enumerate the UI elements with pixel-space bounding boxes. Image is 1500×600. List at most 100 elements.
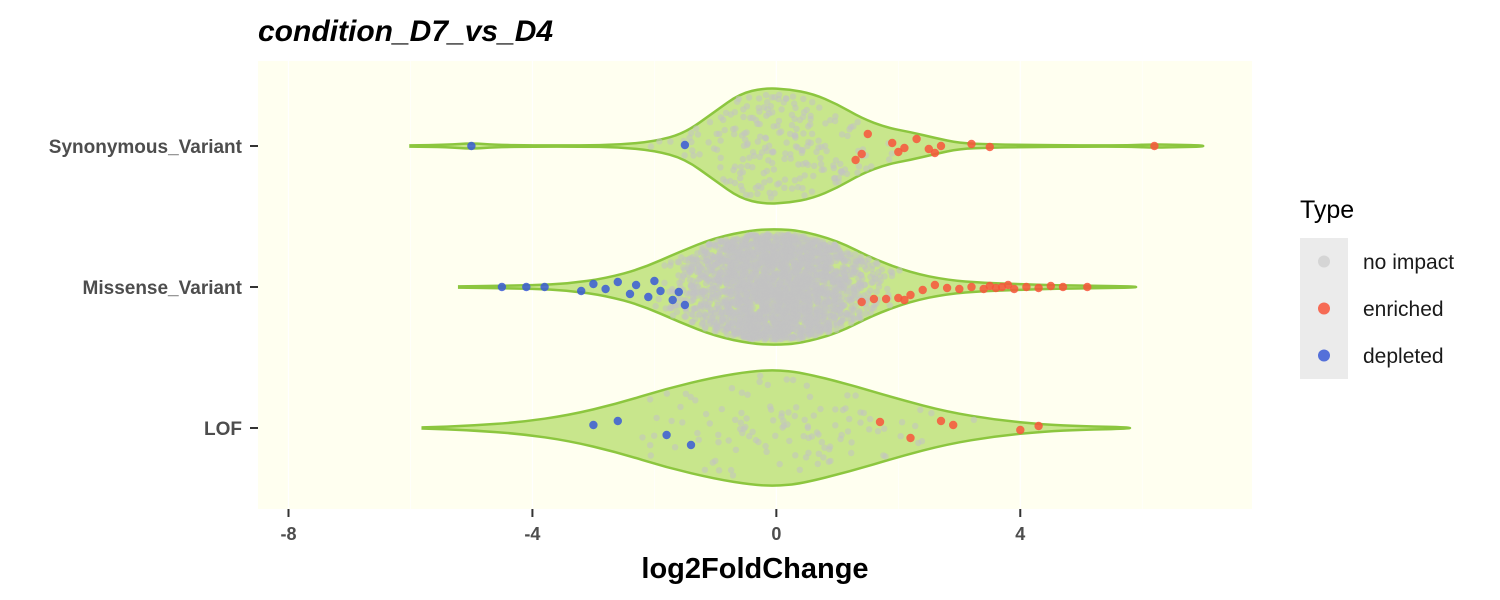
point-no-impact bbox=[780, 417, 787, 424]
point-no-impact bbox=[777, 313, 785, 320]
point-no-impact bbox=[800, 95, 807, 103]
point-no-impact bbox=[803, 106, 810, 114]
point-no-impact bbox=[746, 154, 753, 161]
point-no-impact bbox=[735, 95, 742, 103]
point-depleted bbox=[577, 286, 586, 296]
point-no-impact bbox=[671, 444, 679, 451]
point-no-impact bbox=[846, 415, 853, 423]
point-no-impact bbox=[888, 272, 896, 280]
point-no-impact bbox=[796, 466, 803, 473]
point-enriched bbox=[881, 294, 891, 304]
point-no-impact bbox=[866, 415, 874, 423]
point-no-impact bbox=[791, 177, 799, 184]
point-no-impact bbox=[717, 154, 724, 161]
point-no-impact bbox=[848, 439, 855, 446]
point-no-impact bbox=[792, 104, 799, 112]
point-no-impact bbox=[912, 422, 919, 430]
point-no-impact bbox=[770, 255, 777, 262]
point-no-impact bbox=[816, 104, 823, 111]
point-no-impact bbox=[764, 99, 771, 106]
point-depleted bbox=[662, 430, 671, 440]
point-enriched bbox=[857, 149, 866, 159]
point-no-impact bbox=[768, 287, 775, 294]
point-no-impact bbox=[686, 134, 693, 141]
point-no-impact bbox=[868, 163, 875, 170]
point-no-impact bbox=[694, 429, 701, 437]
point-no-impact bbox=[735, 254, 742, 261]
point-no-impact bbox=[798, 146, 805, 154]
point-no-impact bbox=[831, 315, 839, 322]
point-no-impact bbox=[682, 313, 689, 320]
point-no-impact bbox=[804, 243, 811, 250]
point-enriched bbox=[900, 143, 909, 153]
point-no-impact bbox=[749, 330, 757, 337]
point-enriched bbox=[930, 280, 940, 290]
point-no-impact bbox=[792, 143, 800, 150]
point-no-impact bbox=[719, 317, 726, 324]
point-no-impact bbox=[705, 139, 712, 146]
point-enriched bbox=[985, 142, 994, 152]
point-no-impact bbox=[702, 410, 710, 418]
point-no-impact bbox=[806, 253, 814, 260]
point-no-impact bbox=[756, 108, 763, 115]
point-no-impact bbox=[750, 282, 757, 289]
point-no-impact bbox=[656, 138, 663, 145]
point-no-impact bbox=[763, 112, 770, 119]
point-no-impact bbox=[703, 269, 710, 277]
point-no-impact bbox=[736, 272, 743, 279]
point-no-impact bbox=[863, 266, 870, 273]
point-no-impact bbox=[647, 442, 654, 449]
point-no-impact bbox=[754, 138, 761, 145]
point-no-impact bbox=[844, 392, 851, 399]
point-no-impact bbox=[848, 311, 856, 319]
point-no-impact bbox=[790, 258, 797, 265]
point-no-impact bbox=[693, 284, 701, 291]
point-no-impact bbox=[763, 167, 771, 175]
point-no-impact bbox=[805, 291, 812, 298]
point-no-impact bbox=[737, 174, 744, 182]
point-no-impact bbox=[808, 433, 816, 440]
point-no-impact bbox=[693, 255, 700, 262]
point-no-impact bbox=[762, 253, 770, 260]
point-no-impact bbox=[815, 137, 822, 144]
point-no-impact bbox=[785, 304, 793, 312]
point-no-impact bbox=[774, 303, 781, 310]
point-enriched bbox=[1058, 282, 1068, 292]
x-tick-label: 4 bbox=[1015, 524, 1025, 544]
point-no-impact bbox=[680, 264, 687, 271]
point-no-impact bbox=[722, 263, 730, 270]
point-no-impact bbox=[814, 460, 821, 468]
point-enriched bbox=[906, 433, 915, 443]
point-enriched bbox=[863, 129, 872, 139]
point-no-impact bbox=[803, 382, 810, 389]
point-no-impact bbox=[696, 311, 703, 318]
point-no-impact bbox=[809, 290, 817, 297]
point-no-impact bbox=[774, 262, 781, 269]
point-no-impact bbox=[832, 157, 840, 164]
point-no-impact bbox=[661, 262, 668, 269]
point-no-impact bbox=[731, 131, 738, 138]
point-no-impact bbox=[682, 390, 689, 397]
point-no-impact bbox=[715, 439, 722, 446]
point-no-impact bbox=[709, 256, 717, 264]
point-enriched bbox=[912, 134, 921, 144]
point-no-impact bbox=[771, 329, 778, 336]
point-no-impact bbox=[743, 233, 750, 240]
point-no-impact bbox=[717, 114, 725, 121]
point-no-impact bbox=[832, 422, 839, 429]
legend-title: Type bbox=[1300, 196, 1354, 224]
point-no-impact bbox=[712, 310, 719, 317]
point-no-impact bbox=[749, 428, 756, 435]
point-no-impact bbox=[855, 292, 862, 299]
point-no-impact bbox=[760, 104, 768, 111]
point-no-impact bbox=[790, 326, 797, 333]
point-no-impact bbox=[783, 139, 790, 146]
point-no-impact bbox=[757, 133, 764, 140]
legend-label: no impact bbox=[1363, 251, 1454, 274]
point-no-impact bbox=[652, 302, 659, 310]
point-no-impact bbox=[725, 319, 732, 326]
point-depleted bbox=[631, 280, 641, 290]
point-no-impact bbox=[674, 258, 681, 265]
point-no-impact bbox=[741, 280, 748, 287]
point-no-impact bbox=[817, 287, 825, 294]
